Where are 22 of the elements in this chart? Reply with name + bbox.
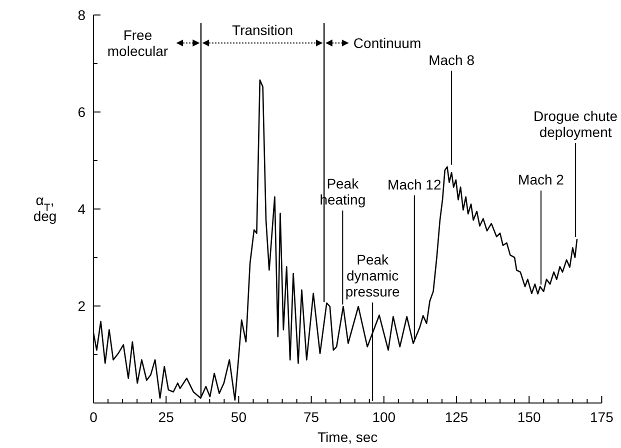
x-tick-label: 100	[372, 409, 396, 425]
annotation: Continuum	[353, 35, 422, 51]
annotation: Free molecular	[107, 27, 168, 59]
ref-line-label: Drogue chute deployment	[534, 108, 618, 140]
x-axis-title: Time, sec	[318, 429, 378, 445]
x-tick-label: 125	[444, 409, 468, 425]
x-tick-label: 25	[158, 409, 174, 425]
x-tick-label: 175	[590, 409, 614, 425]
y-tick-label: 4	[78, 201, 86, 217]
y-tick-label: 6	[78, 104, 86, 120]
x-tick-label: 50	[230, 409, 247, 425]
ref-line-label: Peak dynamic pressure	[345, 251, 400, 300]
annotation: Transition	[232, 22, 293, 38]
ref-line-label: Mach 8	[428, 52, 475, 68]
x-tick-label: 150	[517, 409, 541, 425]
ref-line-label: Mach 2	[518, 172, 564, 188]
y-tick-label: 8	[78, 7, 86, 23]
y-axis-title: α$_{T}$, deg	[33, 192, 57, 224]
x-tick-label: 75	[304, 409, 320, 425]
ref-line-label: Mach 12	[388, 176, 442, 192]
y-tick-label: 2	[78, 298, 86, 314]
x-tick-label: 0	[90, 409, 98, 425]
